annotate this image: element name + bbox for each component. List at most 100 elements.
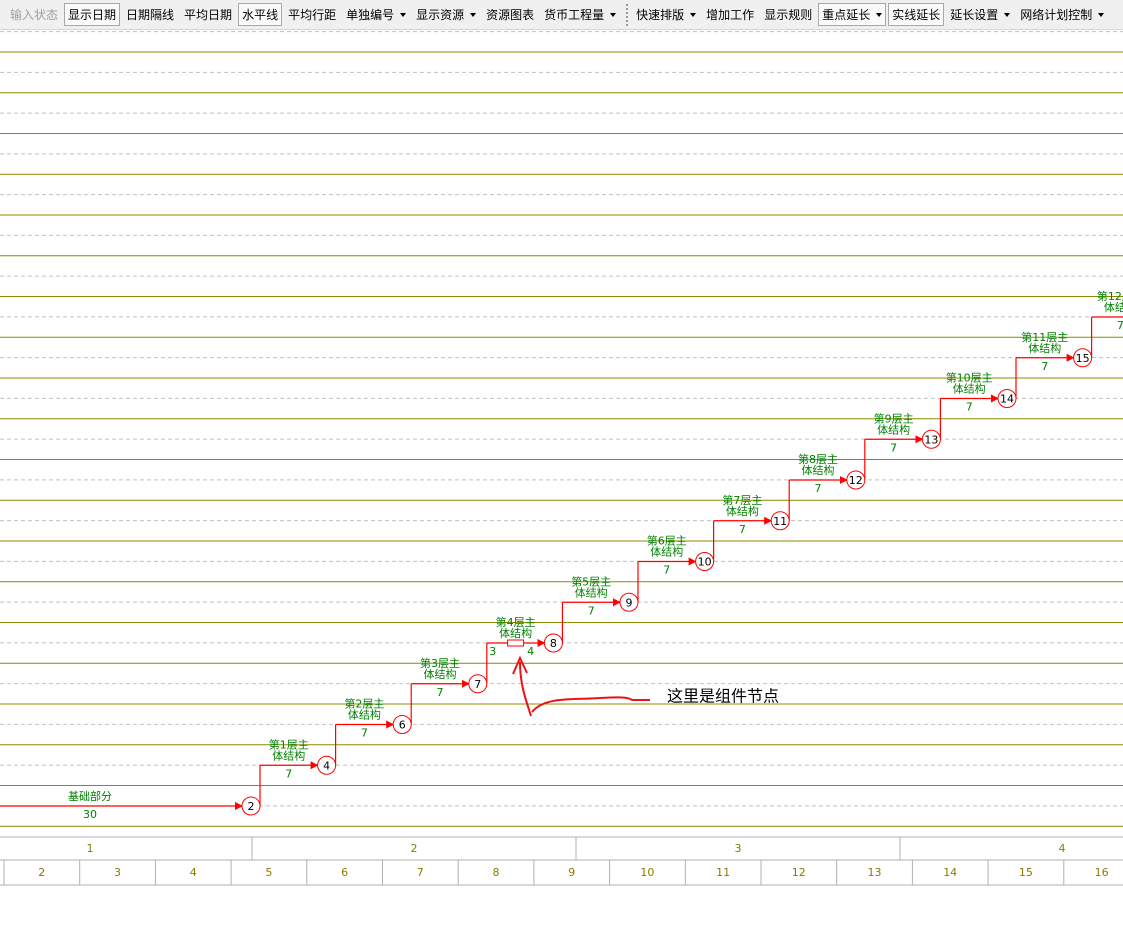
activity-duration: 7 (663, 564, 670, 577)
node-number: 11 (773, 515, 787, 528)
button-label: 日期隔线 (126, 8, 175, 22)
node (468, 674, 488, 694)
toolbar-button[interactable]: 水平线 (238, 3, 283, 26)
activity-name: 体结构 (877, 422, 910, 436)
toolbar-button[interactable]: 平均日期 (180, 3, 236, 26)
activity-duration: 30 (83, 808, 97, 821)
node-number: 2 (248, 800, 255, 813)
activity-name: 第1层主 (269, 737, 309, 751)
toolbar-separator (626, 3, 629, 26)
node-number: 7 (474, 678, 481, 691)
node (317, 755, 337, 775)
activity-name: 第5层主 (571, 574, 611, 588)
button-label: 水平线 (242, 8, 279, 22)
toolbar-button[interactable]: 快速排版 (632, 3, 700, 26)
activity-name: 第10层主 (946, 371, 993, 385)
activity-duration: 7 (815, 482, 822, 495)
toolbar-button[interactable]: 货币工程量 (540, 3, 620, 26)
toolbar: 输入状态 显示日期 日期隔线 平均日期 水平线 平均行距 单独编号 显示资源 资源图表 货币工程量… (0, 0, 1123, 30)
node (846, 470, 866, 490)
toolbar-button[interactable]: 网络计划控制 (1016, 3, 1108, 26)
dropdown-arrow (400, 12, 407, 17)
timeline-label: 15 (1019, 866, 1033, 879)
activity-duration: 7 (739, 523, 746, 536)
toolbar-button[interactable]: 延长设置 (946, 3, 1014, 26)
button-label: 快速排版 (636, 8, 685, 22)
activity-duration: 7 (588, 604, 595, 617)
toolbar-button[interactable]: 重点延长 (818, 3, 887, 26)
timeline-label: 13 (868, 866, 882, 879)
activity-name: 体结构 (802, 463, 835, 477)
toolbar-button[interactable]: 显示日期 (64, 3, 121, 26)
timeline-label: 12 (792, 866, 806, 879)
activity-name: 第6层主 (647, 534, 687, 548)
timeline-label: 16 (1095, 866, 1109, 879)
timeline-label: 9 (568, 866, 575, 879)
button-label: 延长设置 (950, 8, 999, 22)
node-number: 13 (924, 433, 938, 446)
toolbar-button[interactable]: 显示资源 (412, 3, 480, 26)
timeline-label: 2 (38, 866, 45, 879)
timeline-label: 3 (735, 842, 742, 855)
toolbar-button[interactable]: 日期隔线 (122, 3, 178, 26)
toolbar-button: 输入状态 (6, 3, 62, 26)
activity-duration: 7 (966, 401, 973, 414)
button-label: 货币工程量 (544, 8, 605, 22)
toolbar-group: 输入状态 显示日期 日期隔线 平均日期 水平线 平均行距 单独编号 显示资源 资源图表 货币工程量 (6, 3, 622, 27)
timeline-label: 2 (411, 842, 418, 855)
timeline-bg (0, 837, 1123, 885)
activity-name: 第11层主 (1021, 330, 1068, 344)
node (543, 633, 563, 653)
activity-name: 第8层主 (798, 452, 838, 466)
button-label: 资源图表 (486, 8, 535, 22)
activity-name: 体结构 (575, 585, 608, 599)
activity-name: 体结构 (953, 382, 986, 396)
node-number: 10 (698, 556, 712, 569)
toolbar-button[interactable]: 增加工作 (702, 3, 758, 26)
timeline-label: 4 (190, 866, 197, 879)
node-number: 9 (626, 596, 633, 609)
dropdown-arrow (690, 12, 697, 17)
toolbar-button[interactable]: 显示规则 (760, 3, 816, 26)
node (695, 552, 715, 571)
annotation: 这里是组件节点 (512, 655, 779, 717)
activity-name: 第3层主 (420, 656, 460, 670)
button-label: 单独编号 (346, 8, 395, 22)
activity-duration: 3 (489, 645, 496, 658)
toolbar-button[interactable]: 实线延长 (888, 3, 945, 26)
button-label: 增加工作 (706, 8, 755, 22)
timeline-label: 6 (341, 866, 348, 879)
toolbar-button[interactable]: 平均行距 (284, 3, 340, 26)
dropdown-arrow (876, 12, 883, 17)
toolbar-button[interactable]: 资源图表 (482, 3, 538, 26)
timeline: 1 2 3 42 3 4 5 6 7 8 9 10 11 12 13 14 15 16 (0, 836, 1123, 886)
toolbar-group: 快速排版 增加工作 显示规则 重点延长 实线延长 延长设置 网络计划控制 (632, 3, 1110, 27)
timeline-label: 5 (265, 866, 272, 879)
annotation-arrowhead (512, 655, 528, 675)
dropdown-arrow (470, 12, 477, 17)
toolbar-button[interactable]: 单独编号 (342, 3, 410, 26)
button-label: 平均日期 (184, 8, 233, 22)
activity-name: 体结构 (348, 708, 381, 722)
node-number: 6 (399, 719, 406, 732)
button-label: 平均行距 (288, 8, 337, 22)
component-node (507, 639, 525, 647)
activity-name: 第9层主 (874, 411, 914, 425)
activity-duration: 7 (361, 727, 368, 740)
activity-duration: 7 (1041, 360, 1048, 373)
timeline-label: 14 (943, 866, 957, 879)
node-number: 14 (1000, 393, 1014, 406)
activity-name: 体结构 (1028, 341, 1061, 355)
activity-name: 体结构 (726, 504, 759, 518)
dropdown-arrow (1098, 12, 1105, 17)
timeline-label: 8 (493, 866, 500, 879)
activity-name: 体结构 (650, 545, 683, 559)
activity-duration: 7 (437, 686, 444, 699)
activity-name: 第12层主 (1097, 289, 1123, 303)
button-label: 实线延长 (892, 8, 941, 22)
activity-duration: 7 (890, 441, 897, 454)
button-label: 显示资源 (416, 8, 465, 22)
annotation-text: 这里是组件节点 (667, 687, 779, 706)
